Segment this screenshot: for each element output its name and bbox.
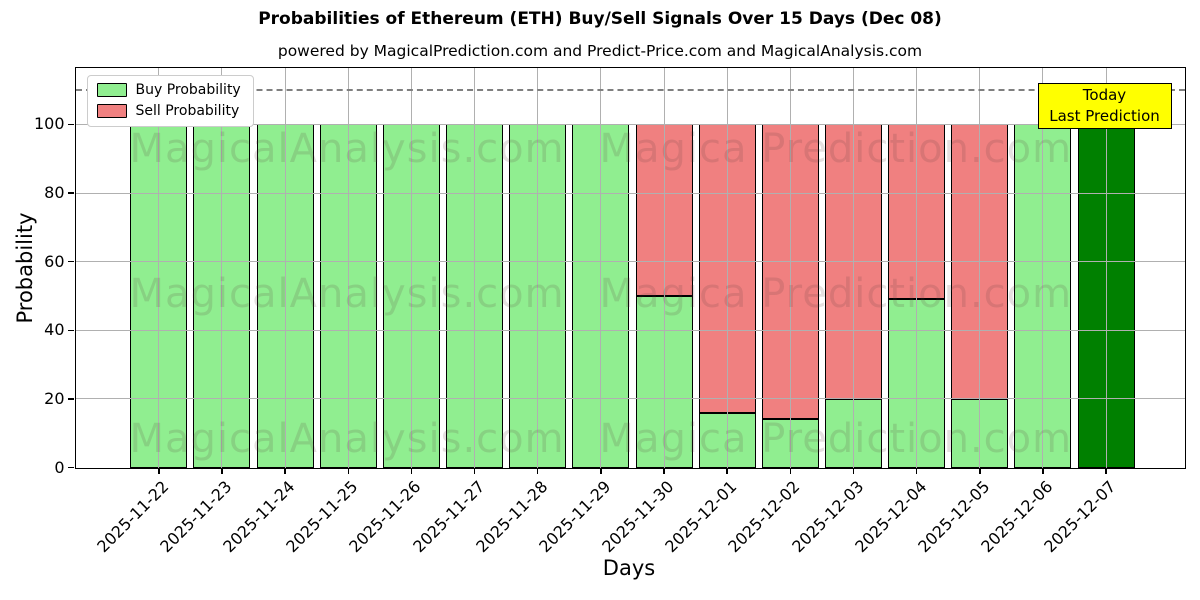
vertical-gridline-2025-11-25 [347, 67, 349, 468]
grid-layer [75, 67, 1185, 468]
vertical-gridline-2025-11-28 [537, 67, 539, 468]
chart-title: Probabilities of Ethereum (ETH) Buy/Sell… [258, 9, 942, 29]
y-tick-mark-40 [68, 329, 74, 332]
buy-color-swatch [96, 82, 127, 97]
vertical-gridline-2025-11-30 [663, 67, 665, 468]
vertical-gridline-2025-12-07 [1105, 67, 1107, 468]
legend-item-buy: Buy Probability [96, 81, 241, 98]
y-tick-label-20: 20 [44, 388, 65, 408]
vertical-gridline-2025-12-04 [916, 67, 918, 468]
today-annotation-box: Today Last Prediction [1037, 82, 1172, 129]
vertical-gridline-2025-11-24 [284, 67, 286, 468]
today-annotation-line2: Last Prediction [1049, 106, 1160, 125]
vertical-gridline-2025-11-22 [158, 67, 160, 468]
y-tick-mark-80 [68, 192, 74, 194]
x-tick-mark-2025-12-05 [979, 467, 981, 474]
x-tick-mark-2025-12-01 [726, 467, 728, 474]
vertical-gridline-2025-12-02 [789, 67, 791, 468]
vertical-gridline-2025-11-29 [600, 67, 602, 468]
y-tick-label-40: 40 [44, 320, 65, 340]
y-tick-label-80: 80 [44, 183, 65, 203]
x-tick-mark-2025-11-28 [536, 467, 539, 474]
ticks-layer: 2025-11-22 2025-11-23 2025-11-24 2025-11-25… [34, 68, 1185, 556]
vertical-gridline-2025-12-05 [979, 67, 981, 468]
x-tick-mark-2025-11-24 [284, 467, 286, 474]
x-tick-mark-2025-12-07 [1105, 467, 1107, 474]
x-tick-mark-2025-11-29 [600, 467, 602, 474]
vertical-gridline-2025-11-26 [410, 67, 412, 468]
legend-label-buy: Buy Probability [135, 81, 241, 98]
x-tick-mark-2025-11-23 [221, 467, 223, 474]
legend-item-sell: Sell Probability [96, 102, 241, 119]
x-tick-mark-2025-12-06 [1042, 467, 1044, 474]
x-tick-mark-2025-12-03 [852, 467, 855, 474]
x-axis-label: Days [602, 556, 656, 580]
legend: Buy Probability Sell Probability [86, 74, 254, 127]
x-tick-mark-2025-11-30 [663, 467, 665, 474]
vertical-gridline-2025-12-06 [1042, 67, 1044, 468]
y-tick-label-0: 0 [54, 457, 65, 477]
y-tick-mark-20 [68, 398, 74, 400]
y-tick-label-60: 60 [44, 251, 65, 271]
x-tick-mark-2025-11-26 [410, 467, 413, 474]
x-tick-mark-2025-11-27 [473, 467, 476, 474]
horizontal-gridline-20 [75, 398, 1185, 400]
y-tick-mark-60 [68, 260, 74, 263]
y-tick-label-100: 100 [33, 114, 65, 134]
chart-subtitle: powered by MagicalPrediction.com and Pre… [277, 42, 923, 60]
sell-color-swatch [96, 103, 127, 118]
x-tick-mark-2025-12-04 [915, 467, 918, 474]
y-tick-mark-0 [68, 466, 74, 469]
today-annotation-line1: Today [1082, 85, 1127, 104]
vertical-gridline-2025-11-23 [221, 67, 223, 468]
horizontal-gridline-80 [75, 192, 1185, 194]
dashed-threshold-line [75, 89, 1185, 92]
vertical-gridline-2025-12-01 [726, 67, 728, 468]
horizontal-gridline-60 [75, 261, 1185, 263]
plot-area: MagicalAnalysis.comMagica Prediction.com… [34, 66, 1186, 556]
y-tick-mark-100 [68, 123, 74, 126]
x-tick-mark-2025-11-22 [158, 467, 160, 474]
vertical-gridline-2025-12-03 [853, 67, 855, 468]
x-tick-mark-2025-11-25 [347, 467, 350, 474]
x-tick-mark-2025-12-02 [789, 467, 792, 474]
legend-label-sell: Sell Probability [135, 102, 240, 119]
horizontal-gridline-40 [75, 329, 1185, 331]
vertical-gridline-2025-11-27 [474, 67, 476, 468]
horizontal-gridline-100 [75, 123, 1185, 125]
